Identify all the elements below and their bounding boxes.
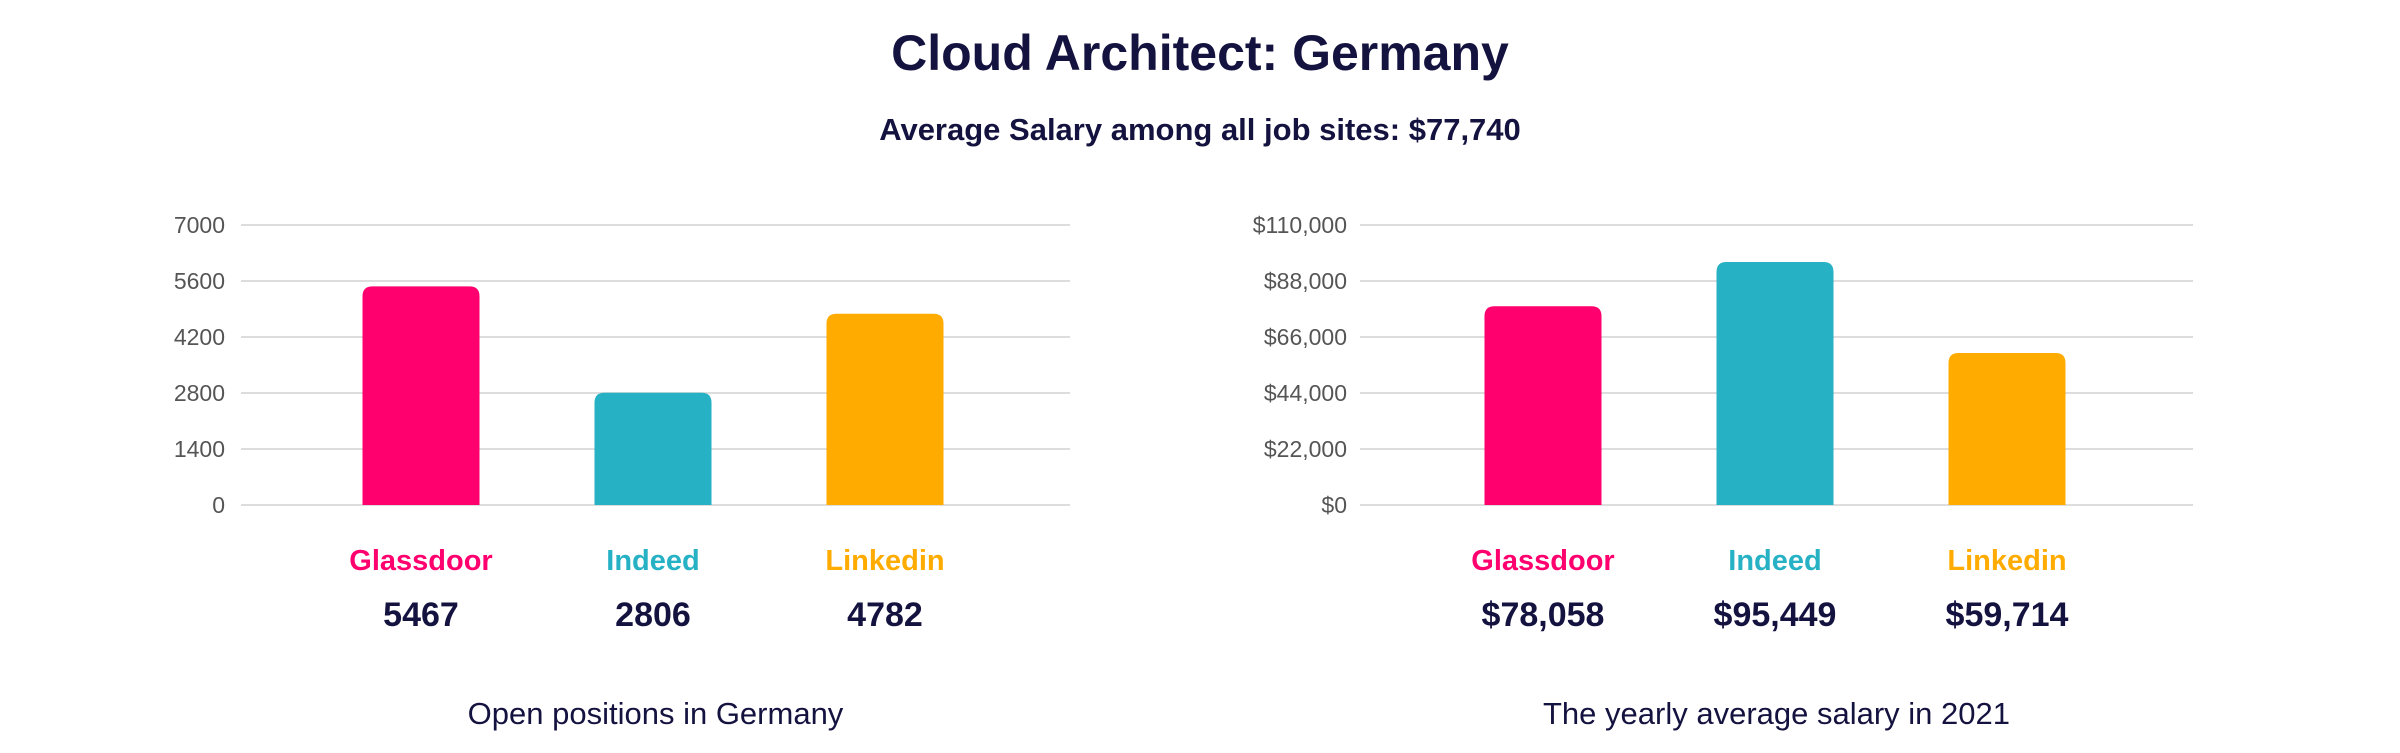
bar-linkedin [826,313,944,505]
bar-glassdoor [362,286,480,505]
y-tick-label: $22,000 [1264,436,1347,462]
y-tick-label: 7000 [174,212,225,238]
category-label: Glassdoor [1471,545,1614,577]
bar-indeed [1716,262,1834,505]
category-label: Glassdoor [349,545,492,577]
y-tick-label: $66,000 [1264,324,1347,350]
chart-caption: Open positions in Germany [468,696,844,731]
data-label: $78,058 [1482,596,1605,634]
data-label: $59,714 [1946,596,2069,634]
y-tick-label: 1400 [174,436,225,462]
y-tick-label: 5600 [174,268,225,294]
y-tick-label: $110,000 [1253,212,1347,238]
bar-glassdoor [1484,306,1602,505]
data-label: 4782 [847,596,923,634]
y-tick-label: 4200 [174,324,225,350]
y-tick-label: $44,000 [1264,380,1347,406]
page-subtitle: Average Salary among all job sites: $77,… [879,112,1521,147]
y-tick-label: $0 [1321,492,1347,518]
y-tick-label: 2800 [174,380,225,406]
data-label: 5467 [383,596,459,634]
y-tick-label: 0 [212,492,225,518]
bar-linkedin [1948,353,2066,505]
y-tick-label: $88,000 [1264,268,1347,294]
category-label: Indeed [1728,545,1821,577]
category-label: Indeed [606,545,699,577]
bar-indeed [594,392,712,505]
category-label: Linkedin [825,545,944,577]
category-label: Linkedin [1947,545,2066,577]
page-title: Cloud Architect: Germany [891,25,1509,81]
data-label: 2806 [615,596,691,634]
chart-caption: The yearly average salary in 2021 [1543,696,2010,731]
data-label: $95,449 [1714,596,1837,634]
